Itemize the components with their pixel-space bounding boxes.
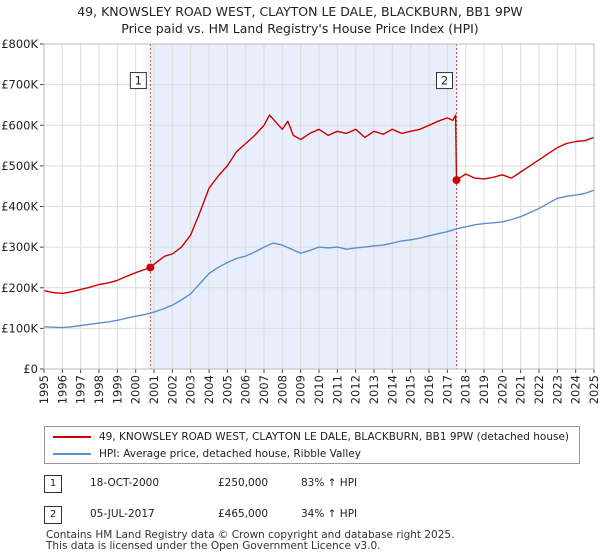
x-tick-label: 2025 bbox=[587, 375, 600, 404]
x-tick-label: 2015 bbox=[404, 375, 418, 404]
annotation-label: 2 bbox=[441, 74, 448, 88]
y-tick-label: £300K bbox=[1, 240, 38, 254]
footer-attribution: Contains HM Land Registry data © Crown c… bbox=[46, 530, 454, 552]
x-tick-label: 2009 bbox=[294, 375, 308, 404]
y-tick-label: £200K bbox=[1, 281, 38, 295]
x-tick-label: 2004 bbox=[202, 375, 216, 404]
sale-points bbox=[146, 176, 461, 272]
sale-point bbox=[452, 176, 461, 185]
annotation-label: 1 bbox=[135, 74, 142, 88]
y-tick-label: £400K bbox=[1, 200, 38, 214]
x-tick-label: 2000 bbox=[129, 375, 143, 404]
x-tick-label: 2018 bbox=[459, 375, 473, 404]
property-price-line bbox=[43, 114, 595, 295]
x-tick-label: 2011 bbox=[330, 375, 344, 404]
y-axis-ticks: £0 £100K £200K £300K £400K £500K £600K £700K £80… bbox=[1, 37, 44, 376]
x-tick-label: 2006 bbox=[239, 375, 253, 404]
legend-item-property: 49, KNOWSLEY ROAD WEST, CLAYTON LE DALE,… bbox=[53, 429, 569, 445]
grid-lines bbox=[43, 43, 595, 370]
sale-date: 18-OCT-2000 bbox=[90, 477, 159, 489]
x-tick-label: 2003 bbox=[184, 375, 198, 404]
x-tick-label: 2013 bbox=[367, 375, 381, 404]
series-lines bbox=[43, 114, 595, 329]
y-tick-label: £800K bbox=[1, 37, 38, 51]
y-tick-label: £700K bbox=[1, 78, 38, 92]
x-axis-ticks: 1995 1996 1997 1998 1999 2000 2001 2002 2003 2004… bbox=[37, 369, 600, 404]
y-tick-label: £500K bbox=[1, 159, 38, 173]
x-tick-label: 2012 bbox=[349, 375, 363, 404]
x-tick-label: 2020 bbox=[495, 375, 509, 404]
sale-price: £250,000 bbox=[218, 477, 269, 489]
x-tick-label: 2021 bbox=[514, 375, 528, 404]
annotation-box bbox=[436, 72, 453, 90]
footer-line-2: This data is licensed under the Open Gov… bbox=[46, 540, 381, 552]
x-tick-label: 2022 bbox=[532, 375, 546, 404]
x-tick-label: 2019 bbox=[477, 375, 491, 404]
title-line-1: 49, KNOWSLEY ROAD WEST, CLAYTON LE DALE,… bbox=[77, 4, 523, 19]
x-tick-label: 2008 bbox=[275, 375, 289, 404]
y-tick-label: £0 bbox=[23, 362, 38, 376]
x-tick-label: 2005 bbox=[220, 375, 234, 404]
x-tick-label: 2017 bbox=[440, 375, 454, 404]
legend-swatch-hpi bbox=[53, 453, 91, 455]
title-line-2: Price paid vs. HM Land Registry's House … bbox=[121, 21, 479, 36]
x-tick-label: 2016 bbox=[422, 375, 436, 404]
sale-number-badge: 1 bbox=[44, 475, 62, 493]
legend-label-property: 49, KNOWSLEY ROAD WEST, CLAYTON LE DALE,… bbox=[99, 431, 570, 443]
sale-hpi-change: 34% ↑ HPI bbox=[301, 508, 358, 520]
x-tick-label: 1997 bbox=[74, 375, 88, 404]
x-tick-label: 2001 bbox=[147, 375, 161, 404]
x-tick-label: 1996 bbox=[55, 375, 69, 404]
x-tick-label: 2023 bbox=[550, 375, 564, 404]
y-tick-label: £600K bbox=[1, 118, 38, 132]
x-tick-label: 2010 bbox=[312, 375, 326, 404]
y-tick-label: £100K bbox=[1, 321, 38, 335]
hpi-line bbox=[43, 189, 595, 329]
x-tick-label: 2014 bbox=[385, 375, 399, 404]
sale-point bbox=[146, 263, 155, 272]
x-tick-label: 1999 bbox=[110, 375, 124, 404]
legend: 49, KNOWSLEY ROAD WEST, CLAYTON LE DALE,… bbox=[44, 426, 580, 464]
sale-price: £465,000 bbox=[218, 508, 269, 520]
legend-label-hpi: HPI: Average price, detached house, Ribb… bbox=[99, 448, 361, 460]
x-tick-label: 1995 bbox=[37, 375, 51, 404]
plot-frame bbox=[43, 43, 595, 370]
sale-date: 05-JUL-2017 bbox=[90, 508, 155, 520]
annotation-box bbox=[129, 72, 147, 90]
x-tick-label: 2002 bbox=[165, 375, 179, 404]
x-tick-label: 2007 bbox=[257, 375, 271, 404]
footer-line-1: Contains HM Land Registry data © Crown c… bbox=[46, 529, 455, 541]
legend-swatch-property bbox=[53, 436, 91, 438]
legend-item-hpi: HPI: Average price, detached house, Ribb… bbox=[53, 446, 361, 462]
sale-hpi-change: 83% ↑ HPI bbox=[301, 477, 358, 489]
x-tick-label: 1998 bbox=[92, 375, 106, 404]
chart-title: 49, KNOWSLEY ROAD WEST, CLAYTON LE DALE,… bbox=[0, 3, 600, 37]
sale-number-badge: 2 bbox=[44, 506, 62, 524]
x-tick-label: 2024 bbox=[569, 375, 583, 404]
